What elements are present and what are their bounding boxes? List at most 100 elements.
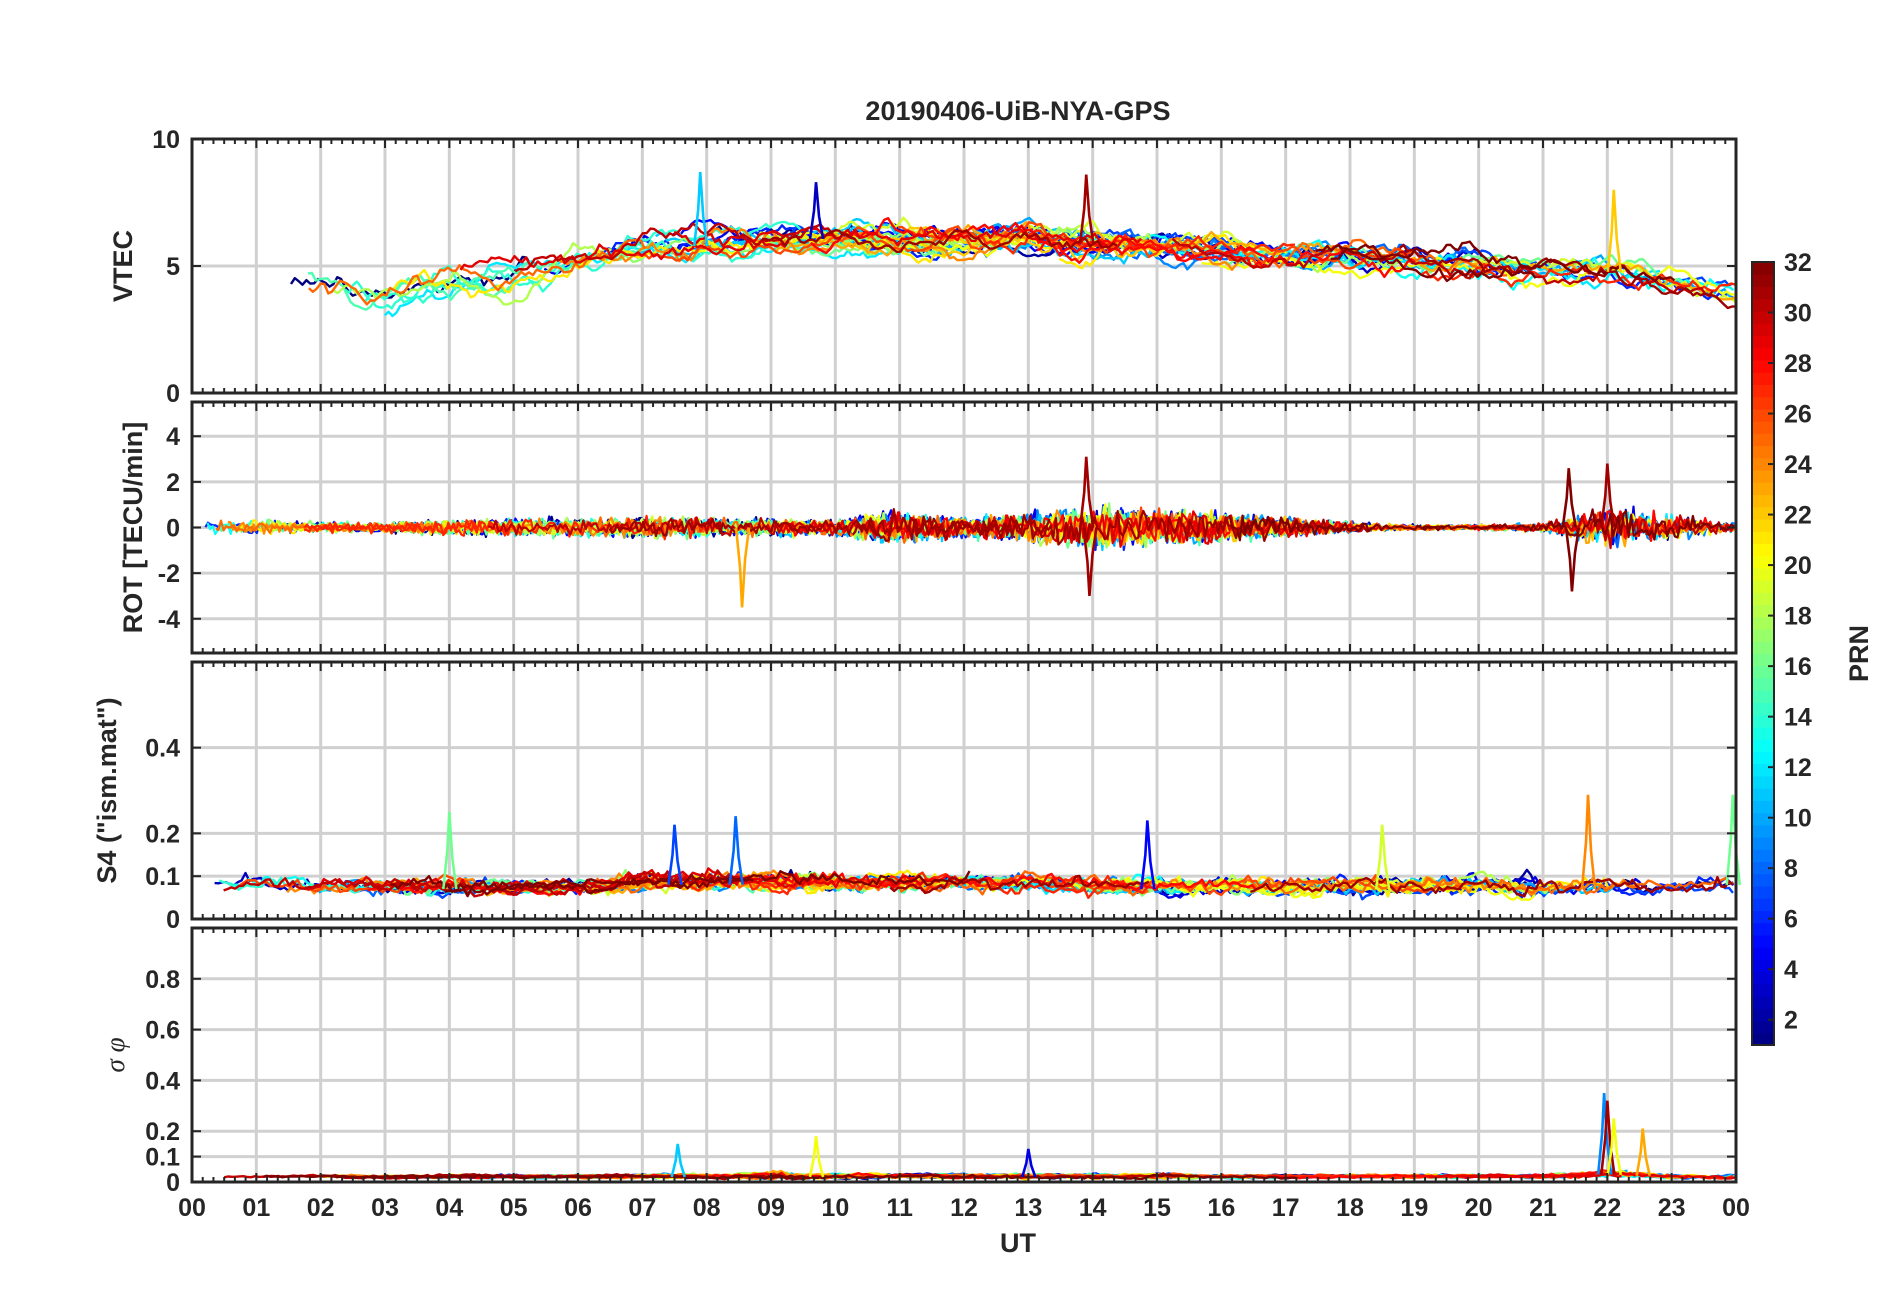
spike-prn-31 <box>1082 527 1098 597</box>
y-tick-label: -4 <box>158 606 180 634</box>
colorbar-swatch <box>1752 751 1774 765</box>
colorbar-tick-label: 6 <box>1784 906 1798 934</box>
colorbar-swatch <box>1752 457 1774 471</box>
spike-prn-22 <box>1606 189 1623 272</box>
colorbar-swatch <box>1752 298 1774 312</box>
series-prn-32 <box>262 1173 831 1181</box>
spike-prn-7 <box>667 824 683 885</box>
x-tick-label: 22 <box>1593 1194 1621 1222</box>
y-tick-label: 0 <box>166 515 180 543</box>
spike-prn-32 <box>1564 527 1581 592</box>
y-axis-title: ROT [TECU/min] <box>118 422 148 633</box>
spike-prn-23 <box>734 527 751 608</box>
colorbar-swatch <box>1752 714 1774 728</box>
x-tick-label: 16 <box>1207 1194 1235 1222</box>
colorbar-swatch <box>1752 726 1774 740</box>
x-tick-label: 17 <box>1272 1194 1300 1222</box>
spike-prn-31 <box>1600 463 1616 528</box>
colorbar-swatch <box>1752 824 1774 838</box>
y-tick-label: 0.6 <box>145 1017 180 1045</box>
series-group <box>223 1093 1736 1181</box>
y-ticks: 0 5 10 <box>152 126 1736 408</box>
y-tick-label: 0.2 <box>145 820 180 848</box>
x-tick-label: 19 <box>1400 1194 1428 1222</box>
panel-s4: 0 0.1 0.2 0.4 S4 ("ism.mat") <box>92 660 1742 934</box>
spike-prn-32 <box>1561 468 1578 528</box>
spike-prn-31 <box>1078 174 1095 243</box>
x-tick-label: 14 <box>1079 1194 1107 1222</box>
spike-prn-16 <box>442 811 458 890</box>
x-tick-label: 01 <box>242 1194 270 1222</box>
series-prn-31 <box>1398 243 1736 310</box>
series-prn-18 <box>333 241 612 306</box>
colorbar-swatch <box>1752 543 1774 557</box>
y-axis-title-text: σ φ <box>100 1037 130 1072</box>
y-ticks: 00.10.2 0.4 0.6 0.8 <box>145 966 1736 1197</box>
series-prn-29 <box>303 868 811 892</box>
x-tick-label: 13 <box>1014 1194 1042 1222</box>
colorbar-swatch <box>1752 775 1774 789</box>
series-prn-32 <box>1228 514 1447 542</box>
colorbar-swatch <box>1752 996 1774 1009</box>
colorbar-swatch <box>1752 812 1774 826</box>
colorbar-swatch <box>1752 898 1774 912</box>
colorbar-swatch <box>1752 947 1774 960</box>
spike-prn-31 <box>1078 456 1095 528</box>
colorbar-swatch <box>1752 359 1774 373</box>
spike-prn-4 <box>1021 1148 1037 1178</box>
colorbar-swatch <box>1752 763 1774 777</box>
colorbar-swatch <box>1752 335 1774 349</box>
series-prn-29 <box>459 233 790 271</box>
x-tick-label: 08 <box>693 1194 721 1222</box>
colorbar-tick-label: 14 <box>1784 704 1812 732</box>
series-prn-31 <box>761 228 1118 254</box>
colorbar-swatch <box>1752 702 1774 716</box>
colorbar-swatch <box>1752 849 1774 863</box>
x-tick-label: 09 <box>757 1194 785 1222</box>
x-tick-label: 15 <box>1143 1194 1171 1222</box>
colorbar-swatch <box>1752 885 1774 899</box>
colorbar-swatch <box>1752 555 1774 569</box>
colorbar-swatch <box>1752 616 1774 630</box>
colorbar-swatch <box>1752 262 1774 275</box>
colorbar-swatch <box>1752 653 1774 667</box>
y-axis-title: VTEC <box>108 230 138 302</box>
y-tick-label: 10 <box>152 126 180 154</box>
colorbar-swatch <box>1752 421 1774 434</box>
y-ticks: -4 -2 0 2 4 <box>158 423 1736 634</box>
colorbar-swatch <box>1752 372 1774 385</box>
series-prn-31 <box>851 508 1376 546</box>
series-prn-32 <box>1417 508 1735 541</box>
colorbar-tick-label: 18 <box>1784 603 1812 631</box>
y-axis-title: σ φ <box>100 1037 130 1072</box>
colorbar-tick-label: 26 <box>1784 401 1812 429</box>
x-tick-label: 03 <box>371 1194 399 1222</box>
colorbar-tick-label: 24 <box>1784 451 1812 479</box>
series-prn-26 <box>633 225 986 262</box>
series-prn-32 <box>1330 240 1676 282</box>
colorbar-swatch <box>1752 408 1774 422</box>
series-prn-32 <box>390 874 754 898</box>
spike-prn-11 <box>692 171 709 247</box>
series-prn-31 <box>1250 875 1734 898</box>
spike-prn-5 <box>1140 820 1156 890</box>
x-tick-label: 00 <box>1722 1194 1750 1222</box>
colorbar-tick-label: 2 <box>1784 1007 1798 1035</box>
y-tick-label: -2 <box>158 560 180 588</box>
chart-title: 20190406-UiB-NYA-GPS <box>865 96 1170 126</box>
colorbar-swatch <box>1752 274 1774 288</box>
colorbar-frame <box>1751 261 1775 1046</box>
colorbar-swatch <box>1752 347 1774 361</box>
y-tick-label: 0 <box>166 906 180 934</box>
series-prn-32 <box>444 870 971 895</box>
colorbar-swatch <box>1752 604 1774 618</box>
colorbar-swatch <box>1752 1032 1774 1046</box>
spike-prn-23 <box>1635 1128 1651 1177</box>
colorbar-swatch <box>1752 482 1774 496</box>
x-tick-label: 00 <box>178 1194 206 1222</box>
colorbar-tick-label: 30 <box>1784 300 1812 328</box>
y-tick-label: 0 <box>166 380 180 408</box>
colorbar-tick-label: 28 <box>1784 350 1812 378</box>
colorbar-swatch <box>1752 506 1774 520</box>
